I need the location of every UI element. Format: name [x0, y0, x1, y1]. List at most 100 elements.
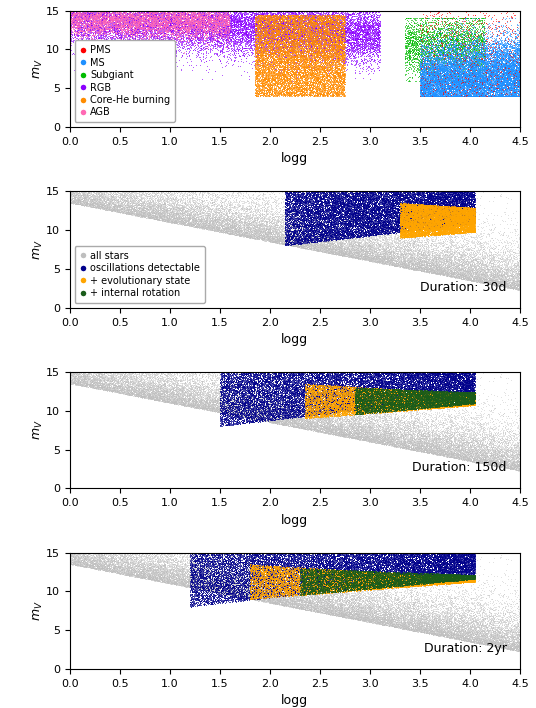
Point	[454, 575, 463, 586]
Point	[358, 188, 367, 199]
Point	[110, 185, 118, 197]
Point	[398, 621, 407, 632]
Point	[136, 195, 144, 206]
Point	[181, 9, 189, 21]
Point	[322, 382, 331, 394]
Point	[74, 366, 83, 377]
Point	[440, 438, 448, 450]
Point	[435, 35, 444, 46]
Point	[400, 598, 408, 609]
Point	[381, 246, 389, 258]
Point	[351, 414, 360, 426]
Point	[478, 17, 487, 28]
Point	[408, 235, 417, 246]
Point	[122, 206, 131, 217]
Point	[272, 51, 280, 62]
Point	[467, 272, 475, 283]
Point	[169, 366, 178, 377]
Point	[471, 210, 479, 222]
Point	[80, 8, 89, 20]
Point	[173, 5, 181, 16]
Point	[137, 18, 145, 30]
Point	[191, 17, 199, 28]
Point	[435, 629, 444, 640]
Point	[478, 76, 487, 87]
Point	[478, 64, 487, 76]
Point	[376, 385, 384, 396]
Point	[324, 52, 332, 64]
Point	[446, 397, 455, 409]
Point	[507, 91, 516, 102]
Point	[361, 569, 369, 581]
Point	[351, 576, 359, 588]
Point	[494, 75, 502, 86]
Point	[438, 88, 447, 99]
Point	[163, 204, 172, 215]
Point	[248, 404, 257, 416]
Point	[492, 366, 501, 377]
Point	[421, 549, 429, 560]
Point	[440, 62, 448, 74]
Point	[449, 388, 457, 399]
Point	[294, 88, 302, 100]
Point	[467, 564, 475, 575]
Point	[295, 190, 303, 202]
Point	[468, 221, 477, 232]
Point	[123, 366, 132, 377]
Point	[451, 433, 459, 444]
Point	[170, 578, 179, 589]
Point	[341, 52, 350, 63]
Point	[141, 8, 150, 19]
Point	[298, 603, 307, 614]
Point	[370, 391, 378, 402]
Point	[346, 399, 354, 411]
Point	[286, 8, 294, 20]
Point	[291, 590, 299, 602]
Point	[462, 395, 471, 406]
Point	[359, 253, 367, 265]
Point	[189, 580, 197, 591]
Point	[233, 190, 242, 202]
Point	[284, 50, 292, 61]
Point	[249, 593, 257, 604]
Point	[414, 391, 422, 402]
Point	[441, 561, 450, 572]
Point	[331, 587, 339, 598]
Point	[264, 236, 273, 247]
Point	[412, 394, 420, 406]
Point	[433, 42, 441, 54]
Point	[366, 396, 375, 407]
Point	[467, 575, 475, 586]
Point	[127, 557, 136, 569]
Point	[213, 581, 222, 593]
Point	[301, 193, 310, 204]
Point	[215, 552, 224, 563]
Point	[448, 572, 456, 583]
Point	[516, 273, 524, 284]
Point	[468, 387, 477, 399]
Point	[428, 83, 437, 94]
Point	[398, 388, 407, 399]
Point	[153, 6, 161, 18]
Point	[286, 16, 294, 28]
Point	[484, 75, 493, 86]
Point	[272, 589, 280, 600]
Point	[433, 67, 441, 78]
Point	[195, 5, 203, 16]
Point	[416, 564, 425, 576]
Point	[374, 221, 383, 232]
Point	[462, 212, 471, 223]
Point	[490, 275, 498, 287]
Point	[426, 560, 434, 571]
Point	[432, 74, 441, 86]
Point	[317, 18, 326, 29]
Point	[247, 591, 255, 603]
Point	[405, 624, 413, 636]
Point	[347, 584, 356, 595]
Point	[307, 40, 315, 51]
Point	[463, 394, 471, 406]
Point	[468, 68, 477, 79]
Point	[467, 442, 475, 453]
Point	[514, 261, 523, 273]
Point	[416, 442, 425, 454]
